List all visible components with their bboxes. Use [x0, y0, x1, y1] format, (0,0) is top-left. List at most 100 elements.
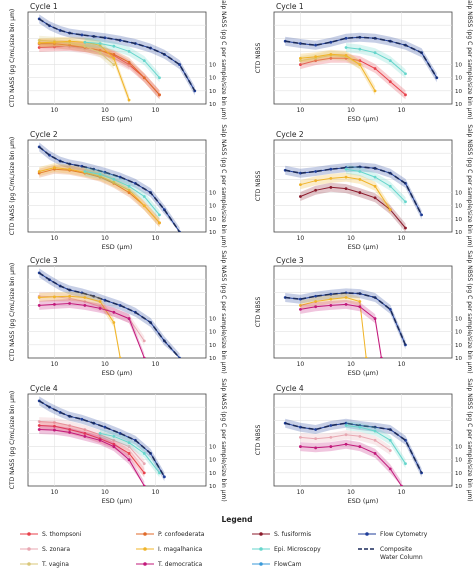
data-point-i_magalhanica	[314, 300, 318, 303]
legend-item-flow_cytometry: Flow Cytometry	[358, 531, 428, 538]
data-point-t_democratica	[142, 484, 146, 486]
data-point-s_thompsoni	[299, 63, 302, 66]
data-point-s_thompsoni	[37, 46, 41, 49]
plot-frame	[273, 393, 453, 487]
x-tick-label: 10	[347, 107, 355, 114]
y-tick-label: 10	[209, 445, 216, 451]
x-tick-label: 10	[347, 235, 355, 242]
data-point-t_vagina	[299, 59, 302, 63]
data-point-i_magalhanica	[142, 204, 146, 208]
series-line-composite	[38, 400, 166, 478]
x-tick-label: 10	[51, 361, 59, 368]
data-point-epi_microscopy	[83, 40, 87, 44]
data-point-i_magalhanica	[37, 170, 41, 173]
x-tick-label: 10	[398, 489, 406, 496]
data-point-i_magalhanica	[344, 296, 348, 299]
plot-frame	[273, 139, 453, 233]
data-point-p_confoederata	[98, 48, 102, 52]
x-tick-label: 10	[152, 489, 160, 496]
data-point-epi_microscopy	[142, 452, 146, 455]
data-point-i_magalhanica	[299, 304, 302, 307]
x-axis-label: ESD (μm)	[348, 243, 379, 251]
data-point-t_democratica	[68, 430, 72, 434]
data-point-t_democratica	[329, 304, 333, 307]
y-tick-label: 10	[455, 76, 462, 82]
chart-title: Cycle 1	[276, 2, 304, 11]
data-point-t_democratica	[379, 356, 383, 358]
plot-frame	[27, 139, 207, 233]
series-band-flow_cytometry	[285, 288, 406, 350]
data-point-s_fusiformis	[329, 185, 333, 189]
legend-marker	[27, 562, 31, 566]
data-point-s_zonara	[142, 462, 146, 466]
data-point-t_democratica	[344, 442, 348, 446]
series-group	[37, 142, 181, 232]
y-tick-label: 10	[209, 484, 216, 490]
series-band-s_thompsoni	[39, 421, 145, 478]
series-band-i_magalhanica	[39, 36, 130, 104]
data-point-flow_cytometry	[329, 40, 333, 44]
data-point-t_democratica	[373, 452, 377, 455]
legend-marker	[27, 532, 31, 536]
legend-marker	[143, 562, 147, 566]
legend-item-epi_microscopy: Epi. Microscopy	[252, 546, 321, 553]
data-point-epi_microscopy	[127, 441, 131, 445]
y-axis-label-left: CTD NBSS	[255, 297, 262, 328]
data-point-flow_cytometry	[388, 307, 392, 311]
data-point-t_democratica	[98, 306, 102, 310]
data-point-epi_microscopy	[344, 167, 348, 171]
data-point-epi_microscopy	[404, 72, 407, 76]
data-point-t_democratica	[83, 304, 87, 307]
x-tick-label: 10	[152, 235, 160, 242]
series-line-epi_microscopy	[84, 171, 160, 216]
y-axis-label-right: Salp NBSS (pg C per sample/size bin μm)	[466, 0, 473, 120]
series-band-flow_cytometry	[39, 396, 165, 482]
series-line-s_thompsoni	[39, 425, 145, 474]
data-point-flow_cytometry	[314, 170, 318, 173]
data-point-i_magalhanica	[358, 300, 362, 303]
data-point-flow_cytometry	[329, 167, 333, 171]
legend-items: S. thompsoni S. zonara T. vagina P. confoed…	[20, 531, 428, 568]
series-line-composite	[285, 292, 407, 346]
data-point-t_democratica	[127, 317, 131, 320]
panels: 10 10 10 10 10 10 10 Cycle 1 ESD (μm) CTD NASS (p…	[9, 0, 473, 505]
data-point-s_zonara	[344, 433, 348, 437]
series-group	[37, 396, 166, 486]
series-band-t_vagina	[39, 35, 114, 70]
legend-marker	[259, 547, 263, 551]
y-tick-label: 10	[455, 102, 462, 108]
x-axis-label: ESD (μm)	[348, 369, 379, 377]
series-line-composite	[38, 272, 181, 358]
y-axis-label-left: CTD NASS (pg C/mL/size bin μm)	[9, 137, 16, 236]
data-point-t_democratica	[373, 317, 377, 320]
data-point-s_zonara	[329, 435, 333, 439]
data-point-t_democratica	[112, 445, 116, 448]
data-point-epi_microscopy	[344, 424, 348, 427]
series-band-epi_microscopy	[84, 167, 160, 220]
legend-label: I. magalhanica	[158, 546, 203, 553]
series-band-epi_microscopy	[346, 43, 406, 79]
data-point-s_zonara	[83, 300, 87, 303]
data-point-t_vagina	[98, 51, 102, 55]
series-line-composite	[38, 146, 181, 232]
data-point-epi_microscopy	[158, 471, 161, 475]
chart-panel: 10 10 10 10 10 10 10 Cycle 1 ESD (μm) CTD NBSS Sal…	[255, 0, 473, 123]
chart-title: Cycle 3	[30, 256, 58, 265]
data-point-i_magalhanica	[37, 41, 41, 45]
chart-panel: 10 10 10 10 10 10 10 Cycle 4 ESD (μm) CTD NBSS Sal…	[255, 378, 473, 505]
series-group	[37, 14, 197, 104]
data-point-i_magalhanica	[364, 356, 368, 358]
series-group	[283, 288, 407, 358]
y-tick-label: 10	[209, 458, 216, 464]
data-point-s_thompsoni	[373, 67, 377, 70]
series-band-t_democratica	[39, 425, 145, 486]
data-point-t_democratica	[127, 458, 131, 462]
data-point-i_magalhanica	[329, 176, 333, 180]
x-tick-label: 10	[101, 489, 109, 496]
data-point-s_zonara	[299, 435, 302, 439]
data-point-epi_microscopy	[373, 429, 377, 433]
series-line-t_democratica	[39, 302, 145, 358]
y-tick-label: 10	[455, 356, 462, 362]
y-tick-label: 10	[455, 343, 462, 349]
series-group	[37, 268, 181, 358]
